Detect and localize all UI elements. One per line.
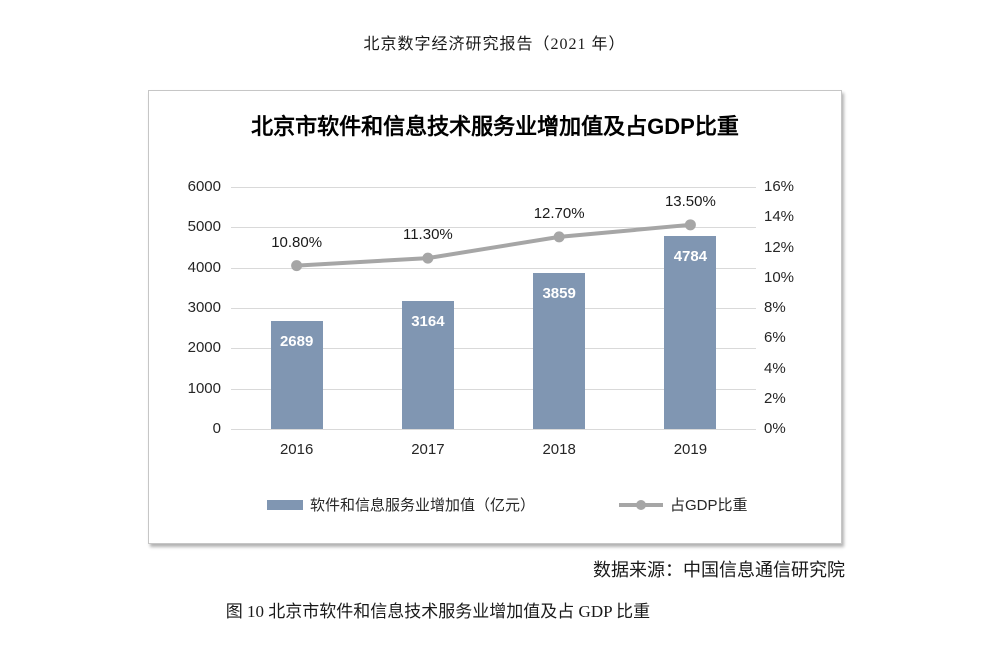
line-series-swatch [619,499,664,510]
bar [270,320,323,429]
right-axis-tick-label: 2% [764,389,786,407]
line-series-marker-icon [636,499,647,510]
left-axis-tick-label: 1000 [187,379,221,397]
right-axis-tick-label: 16% [764,178,795,195]
gdp-share-line [291,219,696,272]
right-axis-tick-label: 8% [764,299,786,316]
left-axis-tick-label: 2000 [187,339,221,357]
bar-value-label: 2689 [279,332,314,350]
line-marker-icon [684,219,696,231]
chart-canvas: 0 1000 2000 3000 4000 5000 6000 0% 2% 4% 6% 8% 10% 12… [149,91,841,543]
gdp-share-polyline [296,222,691,268]
left-axis-tick-label: 0 [212,420,221,437]
legend-label-bar-series: 软件和信息服务业增加值（亿元） [310,497,536,514]
left-axis-tick-label: 5000 [187,218,221,236]
legend-item-line-series: 占GDP比重 [619,494,748,515]
data-source: 数据来源：中国信息通信研究院 [593,560,845,580]
left-axis-tick-label: 6000 [187,178,221,195]
line-marker-icon [553,231,565,243]
line-point-label: 10.80% [271,233,323,251]
gridline [231,227,756,229]
bar [533,273,586,429]
bar [401,301,454,429]
x-axis-tick-label: 2019 [673,441,708,458]
legend-item-bar-series: 软件和信息服务业增加值（亿元） [267,494,535,515]
gridline [231,308,756,309]
legend-label-line-series: 占GDP比重 [670,497,748,514]
right-axis-tick-label: 10% [764,268,795,286]
line-point-label: 13.50% [664,192,716,210]
gridline [231,429,756,430]
left-axis-tick-label: 4000 [187,258,221,276]
line-point-label: 11.30% [402,226,453,244]
right-axis-tick-label: 4% [764,359,786,377]
x-axis-tick-label: 2016 [279,441,314,458]
gridline [231,187,756,188]
gridline [231,388,756,390]
chart-title: 北京市软件和信息技术服务业增加值及占GDP比重 [251,114,739,139]
right-axis-tick-label: 0% [764,420,786,437]
bar-series-swatch [267,499,303,510]
chart-figure: 北京市软件和信息技术服务业增加值及占GDP比重 0 1000 2000 3000 400… [148,90,842,544]
x-axis-tick-label: 2018 [542,441,576,458]
figure-caption: 图 10 北京市软件和信息技术服务业增加值及占 GDP 比重 [225,602,651,621]
line-marker-icon [291,260,303,272]
line-point-label: 12.70% [533,204,585,222]
x-axis-tick-label: 2017 [411,441,445,458]
bar-value-label: 4784 [673,248,708,266]
chart-legend: 软件和信息服务业增加值（亿元） 占GDP比重 [267,494,748,515]
gridline [231,348,756,350]
line-marker-icon [422,252,434,264]
bar-value-label: 3859 [542,285,576,303]
report-header: 北京数字经济研究报告（2021 年） [363,36,626,53]
right-axis-tick-label: 14% [764,208,795,226]
bar-value-label: 3164 [411,313,445,331]
right-axis-tick-label: 12% [764,238,795,256]
gridline [231,267,756,269]
bar [664,236,717,429]
left-axis-tick-label: 3000 [187,299,221,316]
right-axis-tick-label: 6% [764,329,786,347]
